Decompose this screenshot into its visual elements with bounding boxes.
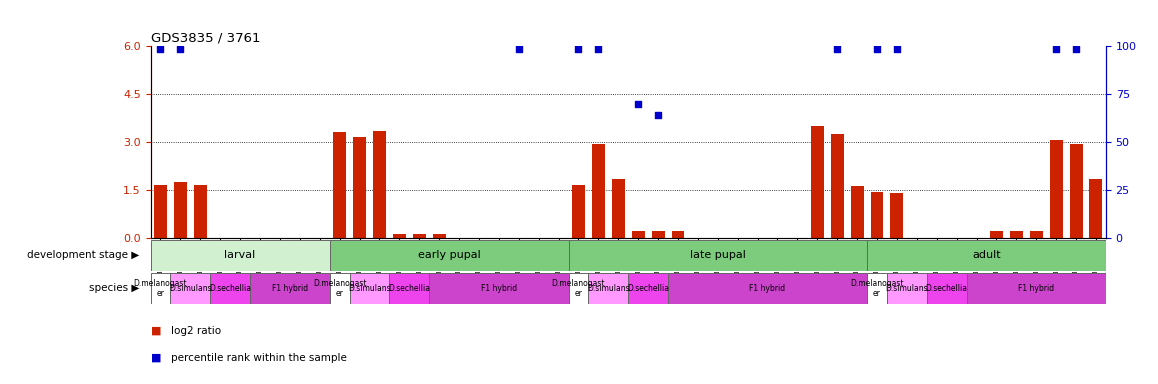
Bar [151, 273, 170, 304]
Text: F1 hybrid: F1 hybrid [1018, 284, 1054, 293]
Point [510, 46, 528, 52]
Bar [867, 273, 887, 304]
Point [171, 46, 190, 52]
Bar [628, 273, 668, 304]
Bar [154, 185, 167, 238]
Text: species ▶: species ▶ [88, 283, 139, 293]
Text: D.melanogast
er: D.melanogast er [133, 279, 188, 298]
Bar [887, 273, 926, 304]
Text: development stage ▶: development stage ▶ [27, 250, 139, 260]
Point [1047, 46, 1065, 52]
Bar [151, 240, 330, 271]
Bar [373, 131, 386, 238]
Text: D.melanogast
er: D.melanogast er [313, 279, 366, 298]
Point [648, 112, 667, 118]
Bar [170, 273, 211, 304]
Bar [1090, 179, 1102, 238]
Bar [393, 234, 405, 238]
Bar [174, 182, 186, 238]
Bar [811, 126, 823, 238]
Text: ■: ■ [151, 353, 161, 363]
Text: early pupal: early pupal [418, 250, 481, 260]
Text: adult: adult [973, 250, 1001, 260]
Text: late pupal: late pupal [690, 250, 746, 260]
Bar [330, 240, 569, 271]
Point [888, 46, 907, 52]
Point [629, 101, 647, 107]
Text: percentile rank within the sample: percentile rank within the sample [171, 353, 347, 363]
Bar [412, 234, 426, 238]
Text: larval: larval [225, 250, 256, 260]
Bar [389, 273, 430, 304]
Text: D.simulans: D.simulans [587, 284, 630, 293]
Bar [1070, 144, 1083, 238]
Point [828, 46, 846, 52]
Bar [611, 179, 624, 238]
Bar [1010, 231, 1023, 238]
Bar [867, 240, 1106, 271]
Bar [350, 273, 389, 304]
Bar [851, 186, 864, 238]
Text: ■: ■ [151, 326, 161, 336]
Text: D.sechellia: D.sechellia [925, 284, 968, 293]
Text: D.sechellia: D.sechellia [628, 284, 669, 293]
Bar [250, 273, 330, 304]
Bar [430, 273, 569, 304]
Text: D.melanogast
er: D.melanogast er [551, 279, 606, 298]
Text: D.sechellia: D.sechellia [210, 284, 251, 293]
Bar [1029, 231, 1042, 238]
Bar [211, 273, 250, 304]
Text: D.melanogast
er: D.melanogast er [850, 279, 903, 298]
Bar [193, 185, 207, 238]
Bar [433, 234, 446, 238]
Text: F1 hybrid: F1 hybrid [481, 284, 516, 293]
Bar [652, 231, 665, 238]
Bar [926, 273, 967, 304]
Point [867, 46, 886, 52]
Point [570, 46, 588, 52]
Text: D.simulans: D.simulans [169, 284, 212, 293]
Text: D.sechellia: D.sechellia [388, 284, 431, 293]
Bar [830, 134, 844, 238]
Point [589, 46, 608, 52]
Text: F1 hybrid: F1 hybrid [272, 284, 308, 293]
Text: D.simulans: D.simulans [349, 284, 390, 293]
Bar [668, 273, 867, 304]
Point [152, 46, 170, 52]
Bar [1049, 141, 1063, 238]
Text: log2 ratio: log2 ratio [171, 326, 221, 336]
Text: D.simulans: D.simulans [886, 284, 929, 293]
Bar [569, 240, 867, 271]
Bar [967, 273, 1106, 304]
Bar [632, 231, 645, 238]
Bar [871, 192, 884, 238]
Bar [592, 144, 604, 238]
Point [1067, 46, 1085, 52]
Bar [353, 137, 366, 238]
Bar [569, 273, 588, 304]
Text: F1 hybrid: F1 hybrid [749, 284, 785, 293]
Bar [330, 273, 350, 304]
Bar [891, 193, 903, 238]
Bar [334, 132, 346, 238]
Bar [572, 185, 585, 238]
Bar [588, 273, 628, 304]
Bar [672, 231, 684, 238]
Bar [990, 231, 1003, 238]
Text: GDS3835 / 3761: GDS3835 / 3761 [151, 32, 261, 45]
